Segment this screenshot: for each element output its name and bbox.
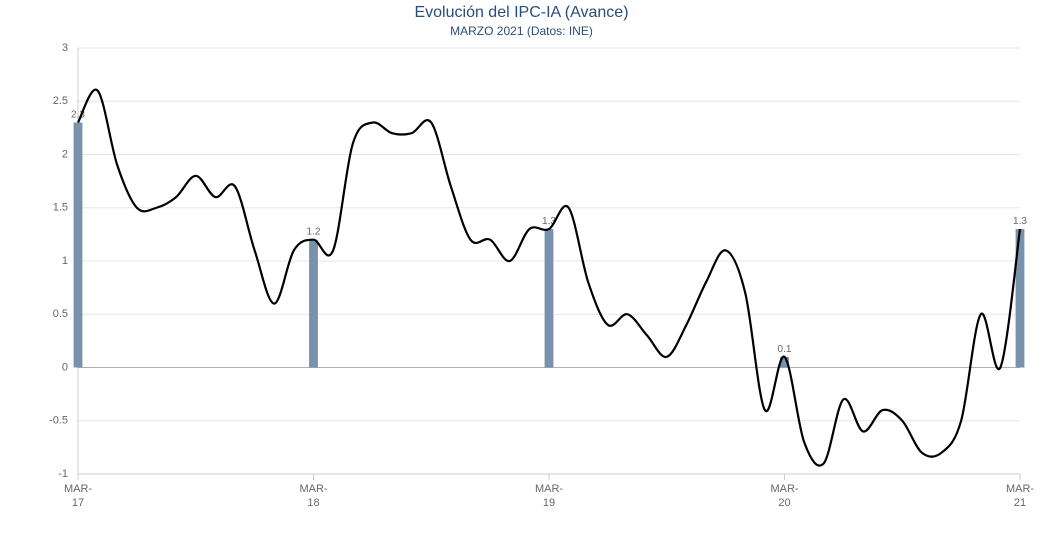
chart-title: Evolución del IPC-IA (Avance) — [0, 0, 1043, 22]
y-tick-label: 0.5 — [53, 308, 68, 320]
x-tick-label-line1: MAR- — [770, 483, 798, 495]
x-tick-label-line2: 18 — [307, 497, 319, 509]
x-tick-label-line2: 19 — [543, 497, 555, 509]
y-tick-label: 1 — [62, 255, 68, 267]
y-tick-label: -0.5 — [49, 415, 68, 427]
bar-value-label: 0.1 — [778, 344, 792, 355]
bar — [74, 123, 83, 368]
x-tick-label-line1: MAR- — [535, 483, 563, 495]
x-tick-label-line1: MAR- — [64, 483, 92, 495]
x-tick-label-line1: MAR- — [299, 483, 327, 495]
y-tick-label: -1 — [58, 468, 68, 480]
chart-area: -1 -0.5 0 0.5 1 1.5 2 2.5 3 MAR- 17 MAR- 18 MAR- 19 MAR… — [0, 42, 1043, 532]
bar — [309, 240, 318, 368]
bar-value-label: 1.3 — [1013, 216, 1027, 227]
x-tick-label-line2: 17 — [72, 497, 84, 509]
y-tick-label: 1.5 — [53, 202, 68, 214]
y-tick-label: 2 — [62, 148, 68, 160]
y-tick-label: 2.5 — [53, 95, 68, 107]
x-tick-label-line1: MAR- — [1006, 483, 1034, 495]
chart-subtitle: MARZO 2021 (Datos: INE) — [0, 22, 1043, 42]
bar-value-label: 1.2 — [307, 227, 321, 238]
bar — [545, 229, 554, 367]
y-tick-label: 3 — [62, 42, 68, 54]
x-tick-label-line2: 21 — [1014, 497, 1026, 509]
x-tick-label-line2: 20 — [778, 497, 790, 509]
chart-svg: -1 -0.5 0 0.5 1 1.5 2 2.5 3 MAR- 17 MAR- 18 MAR- 19 MAR… — [0, 42, 1043, 532]
y-tick-label: 0 — [62, 361, 68, 373]
